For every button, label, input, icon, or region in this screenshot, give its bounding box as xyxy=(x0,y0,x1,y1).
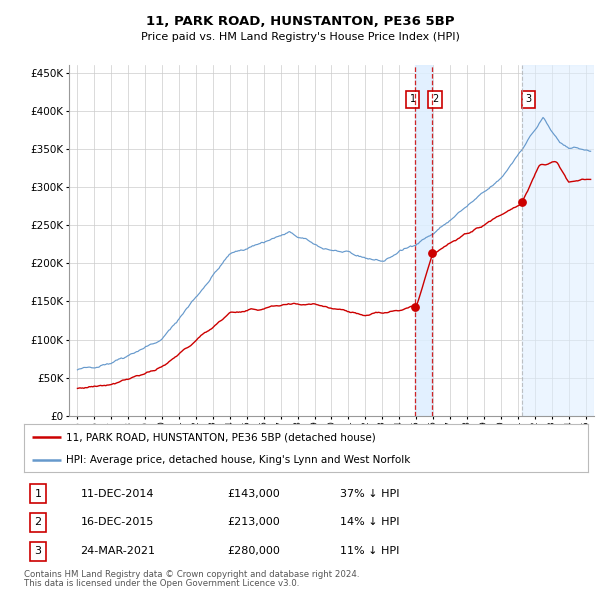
Text: HPI: Average price, detached house, King's Lynn and West Norfolk: HPI: Average price, detached house, King… xyxy=(66,455,410,465)
Text: 3: 3 xyxy=(35,546,41,556)
Text: 1: 1 xyxy=(410,94,416,104)
Text: 2: 2 xyxy=(35,517,41,527)
Bar xyxy=(415,65,433,416)
Text: £213,000: £213,000 xyxy=(227,517,280,527)
Text: 1: 1 xyxy=(35,489,41,499)
Text: Contains HM Land Registry data © Crown copyright and database right 2024.: Contains HM Land Registry data © Crown c… xyxy=(24,570,359,579)
Text: 11-DEC-2014: 11-DEC-2014 xyxy=(80,489,154,499)
Text: 24-MAR-2021: 24-MAR-2021 xyxy=(80,546,155,556)
Text: 11, PARK ROAD, HUNSTANTON, PE36 5BP: 11, PARK ROAD, HUNSTANTON, PE36 5BP xyxy=(146,15,454,28)
Text: This data is licensed under the Open Government Licence v3.0.: This data is licensed under the Open Gov… xyxy=(24,579,299,588)
Text: 14% ↓ HPI: 14% ↓ HPI xyxy=(340,517,400,527)
Text: 3: 3 xyxy=(526,94,532,104)
Point xyxy=(428,248,437,258)
Point xyxy=(517,198,526,207)
Text: 11% ↓ HPI: 11% ↓ HPI xyxy=(340,546,399,556)
Text: Price paid vs. HM Land Registry's House Price Index (HPI): Price paid vs. HM Land Registry's House … xyxy=(140,32,460,42)
Text: £143,000: £143,000 xyxy=(227,489,280,499)
Bar xyxy=(521,65,594,416)
Point xyxy=(410,302,420,312)
Text: 11, PARK ROAD, HUNSTANTON, PE36 5BP (detached house): 11, PARK ROAD, HUNSTANTON, PE36 5BP (det… xyxy=(66,432,376,442)
Text: 2: 2 xyxy=(432,94,438,104)
Text: £280,000: £280,000 xyxy=(227,546,280,556)
Text: 37% ↓ HPI: 37% ↓ HPI xyxy=(340,489,400,499)
Text: 16-DEC-2015: 16-DEC-2015 xyxy=(80,517,154,527)
